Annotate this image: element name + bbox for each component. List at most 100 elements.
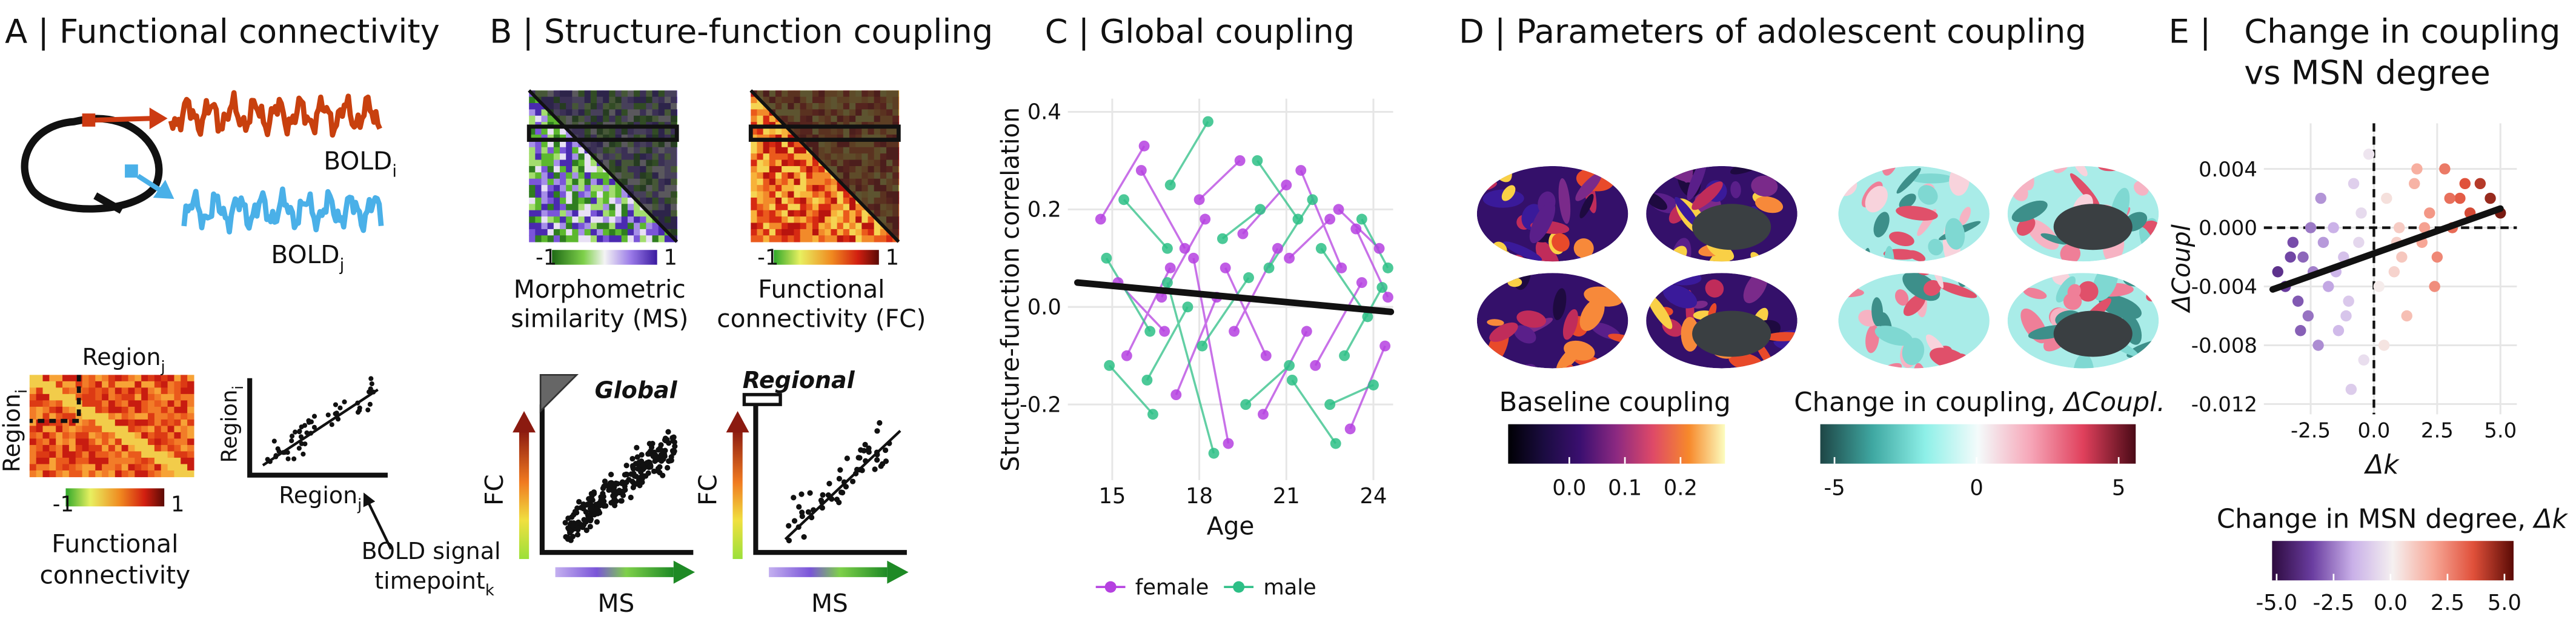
- matrix-cell: [167, 451, 174, 458]
- matrix-cell: [782, 141, 789, 148]
- matrix-cell: [800, 147, 807, 154]
- matrix-cell: [181, 438, 188, 446]
- matrix-cell: [566, 235, 573, 243]
- matrix-cell: [535, 210, 542, 217]
- matrix-cell: [29, 451, 37, 458]
- sample-point: [589, 503, 595, 509]
- matrix-cell: [578, 166, 585, 173]
- trend-line: [262, 388, 379, 467]
- matrix-cell: [578, 223, 585, 230]
- matrix-cell: [115, 444, 122, 452]
- axis-label-sub: i: [230, 386, 247, 390]
- matrix-cell: [141, 470, 148, 478]
- matrix-cell: [154, 393, 162, 401]
- pointer: [363, 492, 393, 550]
- matrix-cell: [861, 216, 869, 224]
- matrix-cell: [541, 153, 548, 161]
- matrix-cell: [603, 229, 610, 236]
- matrix-cell: [75, 432, 83, 440]
- matrix-cell: [541, 235, 548, 243]
- matrix-cell: [148, 400, 155, 407]
- matrix-cell: [68, 470, 76, 478]
- matrix-cell: [174, 470, 181, 478]
- data-point: [2328, 222, 2339, 233]
- matrix-cell: [29, 381, 37, 388]
- matrix-cell: [128, 375, 135, 382]
- parcel: [1501, 185, 1516, 201]
- data-point: [1373, 243, 1385, 254]
- matrix-cell: [529, 115, 536, 122]
- matrix-cell: [82, 470, 89, 478]
- data-point: [2285, 251, 2296, 263]
- matrix-cell: [181, 451, 188, 458]
- matrix-cell: [49, 387, 56, 395]
- axis-label: MS: [811, 589, 848, 618]
- matrix-cell: [547, 197, 554, 205]
- matrix-cell: [843, 204, 850, 211]
- data-point: [2396, 251, 2408, 263]
- matrix-cell: [584, 166, 591, 173]
- sample-point: [666, 458, 672, 464]
- parcel: [1894, 289, 1909, 306]
- matrix-cell: [621, 216, 628, 224]
- matrix-cell: [82, 438, 89, 446]
- matrix-cell: [757, 115, 764, 122]
- sample-point: [634, 454, 640, 460]
- matrix-cell: [29, 387, 37, 395]
- legend-label: female: [1135, 575, 1209, 600]
- matrix-cell: [572, 185, 579, 192]
- matrix-cell: [167, 419, 174, 426]
- matrix-cell: [535, 166, 542, 173]
- matrix-cell: [584, 204, 591, 211]
- matrix-cell: [49, 438, 56, 446]
- data-point: [2295, 325, 2306, 336]
- matrix-cell: [812, 210, 819, 217]
- sample-point: [849, 478, 856, 484]
- sample-point: [603, 482, 609, 489]
- sample-point: [300, 451, 306, 457]
- matrix-cell: [788, 229, 795, 236]
- matrix-cell: [590, 172, 597, 179]
- matrix-cell: [769, 235, 776, 243]
- matrix-cell: [590, 197, 597, 205]
- matrix-cell: [800, 153, 807, 161]
- matrix-cell: [825, 235, 832, 243]
- matrix-cell: [553, 204, 560, 211]
- matrix-cell: [825, 204, 832, 211]
- matrix-cell: [818, 172, 826, 179]
- sample-point: [334, 410, 339, 416]
- matrix-cell: [621, 210, 628, 217]
- matrix-cell: [68, 426, 76, 433]
- matrix-cell: [134, 464, 142, 471]
- matrix-cell: [584, 235, 591, 243]
- matrix-cell: [29, 438, 37, 446]
- matrix-cell: [566, 178, 573, 186]
- matrix-cell: [75, 470, 83, 478]
- matrix-cell: [535, 141, 542, 148]
- data-point: [2381, 192, 2392, 204]
- matrix-cell: [763, 109, 770, 116]
- matrix-cell: [167, 457, 174, 465]
- matrix-cell: [141, 375, 148, 382]
- x-tick-label: 18: [1186, 484, 1213, 509]
- parcel: [1884, 246, 1894, 262]
- matrix-cell: [597, 178, 604, 186]
- legend-label: male: [1263, 575, 1316, 600]
- matrix-cell: [187, 375, 194, 382]
- colorbar-tick: 1: [664, 246, 677, 270]
- annotation: timepointk: [374, 567, 494, 600]
- sample-point: [587, 523, 593, 530]
- matrix-cell: [121, 413, 129, 420]
- matrix-cell: [794, 191, 801, 198]
- colorbar-tick-label: 2.5: [2431, 591, 2465, 615]
- matrix-cell: [68, 393, 76, 401]
- matrix-cell: [603, 216, 610, 224]
- sample-point: [285, 456, 291, 461]
- matrix-cell: [121, 444, 129, 452]
- matrix-cell: [627, 235, 634, 243]
- matrix-cell: [148, 432, 155, 440]
- matrix-cell: [56, 387, 63, 395]
- sample-point: [297, 429, 302, 435]
- brain-surface: [1476, 273, 1628, 369]
- matrix-cell: [849, 204, 856, 211]
